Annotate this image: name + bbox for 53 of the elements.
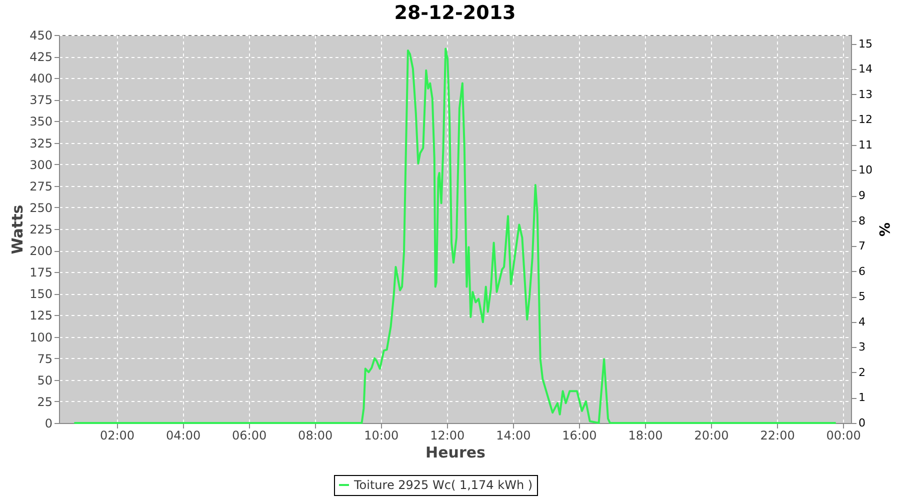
y2-axis-title: % — [875, 222, 892, 237]
y-tick-label: 150 — [30, 287, 52, 302]
y-tick-label: 125 — [30, 308, 52, 323]
y-tick-label: 200 — [30, 244, 52, 258]
y2-tick-label: 13 — [858, 88, 872, 101]
y2-tick-label: 15 — [858, 37, 872, 50]
y2-tick-label: 4 — [858, 315, 866, 328]
y2-tick-label: 14 — [858, 62, 872, 76]
y-tick-label: 250 — [30, 200, 52, 215]
y2-tick-label: 2 — [858, 366, 866, 379]
y2-tick-label: 8 — [858, 214, 866, 228]
x-tick-label: 10:00 — [364, 428, 399, 442]
y-tick-label: 300 — [30, 158, 52, 172]
y-tick-label: 225 — [30, 222, 52, 236]
x-tick-label: 22:00 — [760, 428, 795, 442]
y2-tick-label: 7 — [858, 240, 866, 253]
x-tick-label: 14:00 — [496, 428, 531, 442]
y-tick-label: 425 — [30, 50, 52, 64]
x-tick-label: 02:00 — [100, 428, 135, 442]
x-tick-label: 00:00 — [826, 428, 861, 442]
x-axis-title: Heures — [426, 444, 486, 462]
y2-tick-label: 6 — [858, 264, 866, 278]
y-tick-label: 25 — [37, 394, 52, 409]
y-tick-label: 450 — [30, 28, 52, 42]
x-tick-label: 16:00 — [562, 428, 597, 442]
y2-tick-label: 10 — [858, 164, 872, 177]
chart-title: 28-12-2013 — [394, 2, 516, 24]
y2-tick-label: 1 — [858, 391, 866, 404]
y2-tick-label: 11 — [858, 138, 872, 152]
y-tick-label: 375 — [30, 93, 52, 108]
x-tick-label: 04:00 — [166, 428, 201, 442]
y-tick-label: 75 — [37, 352, 52, 366]
y-tick-label: 400 — [30, 72, 52, 86]
y-tick-label: 275 — [30, 179, 52, 194]
y-tick-label: 50 — [37, 373, 52, 388]
x-tick-label: 12:00 — [430, 428, 465, 442]
y-tick-label: 175 — [30, 266, 52, 280]
legend-label: Toiture 2925 Wc( 1,174 kWh ) — [353, 478, 533, 492]
y-tick-label: 325 — [30, 136, 52, 150]
x-tick-label: 18:00 — [628, 428, 663, 442]
x-tick-label: 06:00 — [232, 428, 267, 442]
x-tick-label: 08:00 — [298, 428, 333, 442]
y2-tick-label: 12 — [858, 113, 872, 126]
y-tick-label: 100 — [30, 330, 52, 344]
y2-tick-label: 3 — [858, 340, 866, 354]
y-tick-label: 0 — [44, 416, 52, 430]
y-axis-title: Watts — [8, 204, 27, 254]
y-tick-label: 350 — [30, 114, 52, 129]
line-series — [73, 48, 837, 424]
y2-tick-label: 9 — [858, 189, 866, 202]
y2-tick-label: 0 — [858, 416, 866, 430]
x-tick-label: 20:00 — [694, 428, 729, 442]
y2-tick-label: 5 — [858, 290, 866, 304]
